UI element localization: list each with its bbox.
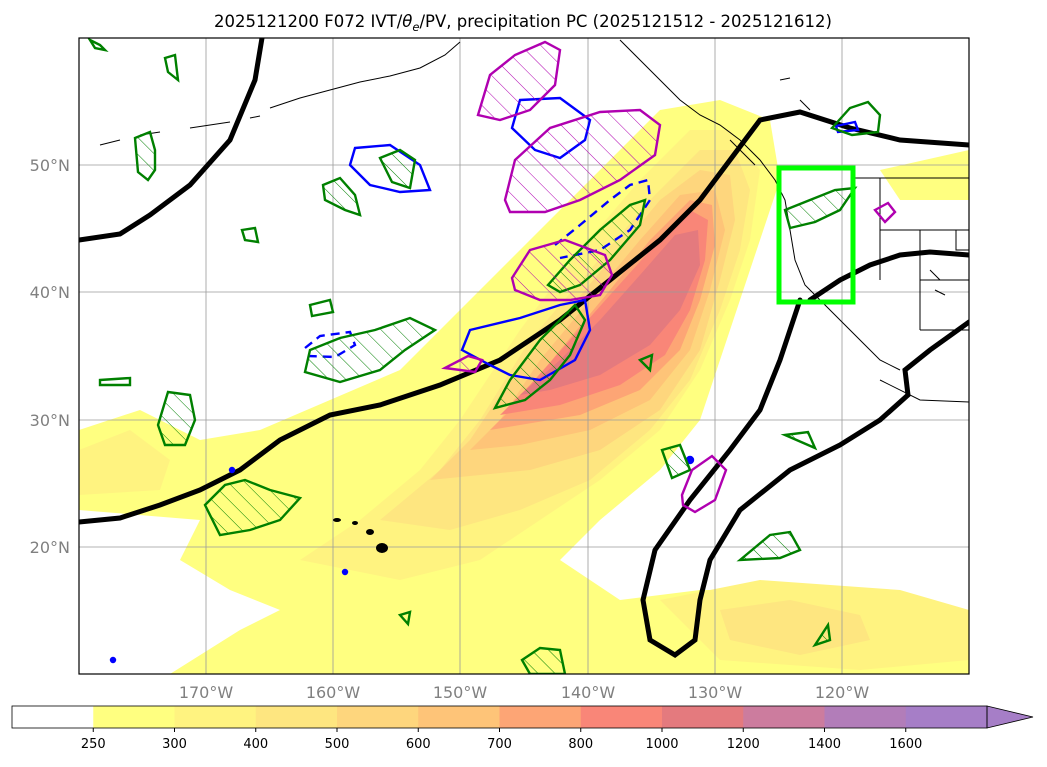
colorbar-segment (93, 706, 175, 728)
colorbar-tick-label: 700 (487, 737, 512, 752)
colorbar-segment (580, 706, 663, 728)
lat-tick-20n: 20°N (30, 538, 70, 557)
colorbar-segment (824, 706, 907, 728)
highlight-box (776, 165, 856, 305)
colorbar-tick-label: 300 (162, 737, 187, 752)
colorbar-tick-label: 600 (406, 737, 431, 752)
lon-tick-140w: 140°W (561, 683, 616, 702)
lon-tick-160w: 160°W (306, 683, 361, 702)
lon-tick-120w: 120°W (815, 683, 870, 702)
lat-tick-40n: 40°N (30, 283, 70, 302)
colorbar-tick-label: 400 (243, 737, 268, 752)
figure-title: 2025121200 F072 IVT/θe/PV, precipitation… (214, 12, 832, 34)
colorbar-segment (743, 706, 825, 728)
colorbar-segment (337, 706, 419, 728)
colorbar-segment (418, 706, 500, 728)
colorbar-tick-label: 800 (568, 737, 593, 752)
precip-magenta-contours (441, 40, 897, 514)
lat-tick-labels: 50°N 40°N 30°N 20°N (30, 156, 70, 557)
colorbar-extend-arrow (986, 705, 1034, 729)
colorbar-segment (12, 706, 94, 728)
colorbar-tick-label: 500 (325, 737, 350, 752)
colorbar-segment (174, 706, 257, 728)
lon-tick-130w: 130°W (688, 683, 743, 702)
colorbar-tick-label: 1000 (645, 737, 678, 752)
theta-e-contours (79, 38, 969, 659)
colorbar-segment (662, 706, 744, 728)
map-frame (78, 37, 970, 675)
colorbar-tick-label: 1600 (889, 737, 922, 752)
colorbar-tick-label: 1200 (727, 737, 760, 752)
lon-tick-labels: 170°W 160°W 150°W 140°W 130°W 120°W (179, 683, 870, 702)
lat-tick-50n: 50°N (30, 156, 70, 175)
colorbar-segment (499, 706, 582, 728)
hawaii-islands (333, 518, 388, 553)
lon-tick-150w: 150°W (433, 683, 488, 702)
colorbar-tick-label: 1400 (808, 737, 841, 752)
colorbar-tick-label: 250 (81, 737, 106, 752)
colorbar-segment (255, 706, 338, 728)
lon-tick-170w: 170°W (179, 683, 234, 702)
gridlines (79, 38, 969, 674)
colorbar-segment (905, 706, 988, 728)
colorbar: 250 300 400 500 600 700 800 1000 1200 1400 1600 (11, 705, 1034, 752)
lat-tick-30n: 30°N (30, 411, 70, 430)
